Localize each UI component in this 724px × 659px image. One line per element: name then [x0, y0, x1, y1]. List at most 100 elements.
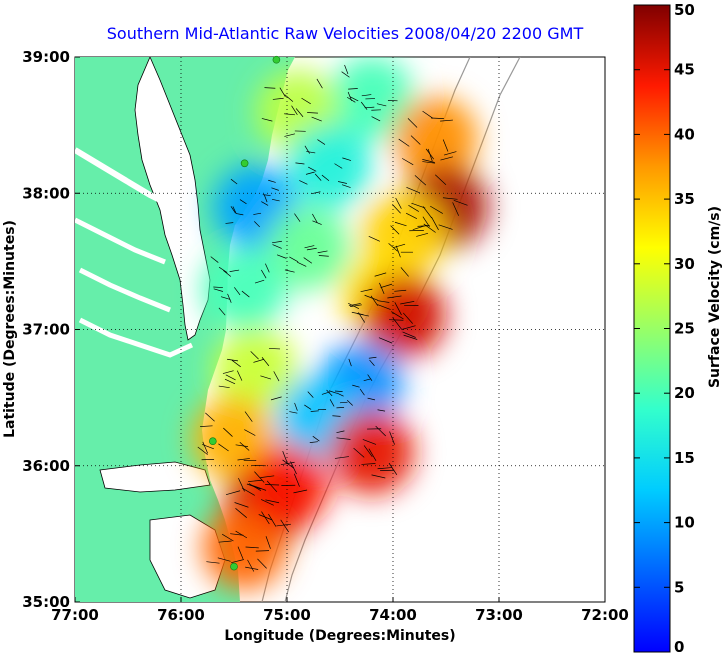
velocity-vector — [423, 223, 436, 233]
velocity-vector — [422, 206, 432, 219]
velocity-vector — [370, 295, 379, 306]
velocity-vector — [268, 513, 277, 527]
velocity-vector — [371, 474, 386, 479]
velocity-region — [213, 328, 298, 413]
velocity-vector — [395, 245, 401, 258]
velocity-vector — [400, 301, 415, 305]
velocity-vector — [389, 319, 404, 321]
velocity-vector — [261, 269, 267, 279]
velocity-vector — [311, 116, 322, 122]
velocity-vector — [237, 458, 250, 461]
velocity-vector — [440, 156, 454, 161]
velocity-field — [192, 57, 488, 590]
station-marker — [272, 55, 281, 64]
velocity-vector — [360, 101, 368, 110]
velocity-vector — [304, 145, 310, 154]
velocity-vector — [197, 446, 208, 455]
velocity-vector — [411, 202, 426, 209]
velocity-vector — [235, 530, 248, 539]
river-york — [78, 267, 171, 313]
velocity-vector — [268, 348, 281, 350]
velocity-vector — [374, 272, 387, 277]
velocity-vector — [293, 473, 300, 487]
velocity-vector — [260, 475, 275, 478]
velocity-vector — [371, 116, 381, 122]
velocity-vector — [295, 162, 305, 165]
velocity-vector — [284, 113, 296, 116]
velocity-vector — [225, 490, 241, 496]
velocity-vector — [245, 566, 259, 570]
velocity-vector — [367, 374, 373, 381]
velocity-vector — [394, 302, 402, 316]
colorbar-tick-label: 5 — [674, 578, 684, 596]
velocity-vector — [252, 485, 267, 491]
velocity-vector — [329, 399, 335, 407]
velocity-vector — [237, 546, 244, 559]
velocity-vector — [232, 206, 237, 214]
velocity-vector — [389, 431, 395, 445]
velocity-vector — [218, 540, 232, 543]
velocity-region — [287, 124, 372, 208]
velocity-vector — [353, 447, 365, 458]
velocity-vector — [425, 148, 435, 160]
y-tick-label: 39:00 — [22, 48, 70, 66]
x-tick-label: 74:00 — [369, 606, 417, 624]
velocity-vector — [407, 118, 418, 128]
velocity-vector — [261, 511, 270, 525]
velocity-vector — [234, 502, 249, 508]
y-tick-label: 38:00 — [22, 184, 70, 202]
velocity-vector — [368, 448, 377, 462]
velocity-vector — [284, 269, 295, 273]
velocity-vector — [265, 536, 271, 549]
velocity-vector — [388, 243, 398, 252]
x-tick-label: 75:00 — [263, 606, 311, 624]
velocity-vector — [202, 441, 209, 454]
velocity-vector — [380, 283, 393, 288]
velocity-vector — [405, 212, 418, 220]
velocity-vector — [361, 463, 376, 465]
colorbar-label: Surface Velocity (cm/s) — [707, 206, 723, 388]
velocity-vector — [218, 443, 229, 452]
x-tick-label: 77:00 — [51, 606, 99, 624]
velocity-vector — [282, 459, 295, 469]
velocity-vector — [225, 374, 236, 381]
velocity-vector — [341, 71, 350, 78]
velocity-vector — [260, 375, 272, 380]
velocity-vector — [218, 266, 228, 273]
velocity-vector — [262, 194, 271, 196]
velocity-vector — [342, 157, 352, 161]
velocity-vector — [430, 205, 443, 214]
velocity-vector — [213, 286, 223, 288]
velocity-vector — [311, 191, 321, 195]
velocity-vector — [265, 484, 280, 486]
velocity-vector — [224, 378, 236, 385]
velocity-vector — [390, 225, 400, 235]
velocity-vector — [416, 232, 429, 237]
velocity-vector — [261, 357, 270, 367]
velocity-vector — [257, 558, 267, 569]
colorbar-tick-label: 10 — [674, 514, 695, 532]
velocity-vector — [422, 159, 435, 163]
velocity-vector — [393, 243, 406, 248]
velocity-vector — [217, 557, 231, 562]
velocity-region — [245, 444, 329, 529]
velocity-vector — [254, 471, 265, 483]
velocity-vector — [359, 388, 365, 396]
velocity-vector — [341, 184, 351, 188]
velocity-vector — [229, 269, 240, 272]
velocity-vector — [334, 456, 349, 459]
velocity-vector — [414, 175, 427, 186]
velocity-vector — [364, 106, 375, 109]
velocity-vector — [234, 287, 241, 296]
velocity-vector — [352, 384, 360, 388]
velocity-vector — [377, 300, 390, 303]
velocity-vector — [294, 213, 301, 222]
station-markers — [209, 55, 281, 571]
velocity-vector — [431, 216, 439, 231]
velocity-vector — [351, 311, 364, 316]
velocity-vector — [326, 389, 333, 397]
velocity-vector — [348, 303, 361, 307]
velocity-vector — [442, 139, 449, 152]
velocity-vector — [304, 245, 315, 249]
velocity-vector — [248, 483, 262, 492]
